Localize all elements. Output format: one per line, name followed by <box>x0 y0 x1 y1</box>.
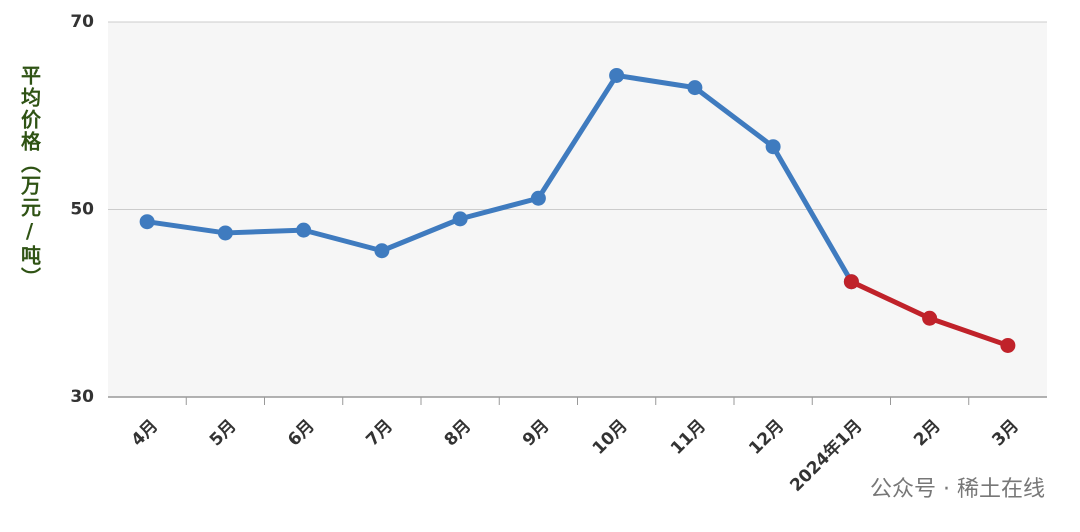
y-tick-label: 70 <box>70 12 94 32</box>
data-point <box>922 310 938 326</box>
data-point <box>765 139 781 155</box>
watermark: 公众号 · 稀土在线 <box>870 477 1045 502</box>
x-tick-label: 6月 <box>284 416 319 451</box>
y-axis-label: 平均价格（万元/吨） <box>18 65 42 289</box>
data-point <box>843 274 859 290</box>
x-tick-label: 8月 <box>441 416 476 451</box>
data-point <box>1000 337 1016 353</box>
x-tick-label: 2024年1月 <box>786 415 867 496</box>
x-tick-label: 11月 <box>667 416 710 459</box>
data-point <box>452 211 468 227</box>
data-point <box>139 214 155 230</box>
x-tick-label: 9月 <box>519 416 554 451</box>
data-point <box>296 222 312 238</box>
y-tick-label: 30 <box>70 387 94 407</box>
data-point <box>687 80 703 96</box>
x-tick-label: 12月 <box>745 416 788 459</box>
series-line <box>146 72 854 283</box>
data-point <box>530 190 546 206</box>
x-tick-label: 3月 <box>988 416 1023 451</box>
x-tick-label: 10月 <box>589 416 632 459</box>
data-point <box>609 67 625 83</box>
x-tick-label: 5月 <box>206 416 241 451</box>
data-point <box>217 225 233 241</box>
x-tick-label: 7月 <box>362 416 397 451</box>
data-point <box>374 243 390 259</box>
y-tick-label: 50 <box>70 200 94 220</box>
x-tick-label: 2月 <box>910 416 945 451</box>
x-tick-label: 4月 <box>128 416 163 451</box>
